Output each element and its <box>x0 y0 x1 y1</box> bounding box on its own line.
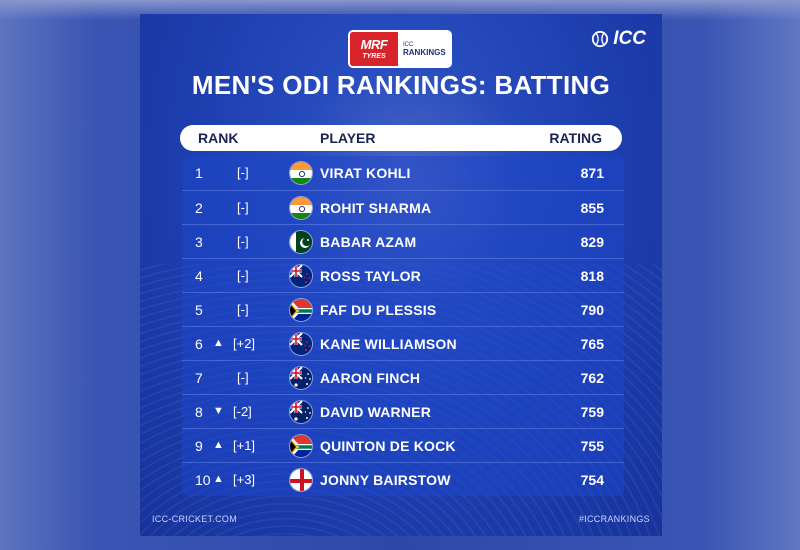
player-rating: 755 <box>580 438 604 454</box>
rank-change: [+2] <box>233 336 256 351</box>
table-row: 10 ▲ [+3] JONNY BAIRSTOW 754 <box>182 462 624 496</box>
south-africa-flag-icon <box>289 298 313 322</box>
rank-number: 2 <box>195 200 203 216</box>
tyres-text: TYRES <box>362 53 386 60</box>
australia-flag-icon <box>289 366 313 390</box>
table-row: 9 ▲ [+1] QUINTON DE KOCK 755 <box>182 428 624 462</box>
rank-number: 4 <box>195 268 203 284</box>
rank-change: [-] <box>237 268 249 283</box>
table-header: RANK PLAYER RATING <box>180 125 622 151</box>
player-rating: 759 <box>580 404 604 420</box>
header-player: PLAYER <box>320 130 376 146</box>
icc-rankings-badge: ICC RANKINGS <box>398 32 450 66</box>
rank-change: [+3] <box>233 472 256 487</box>
india-flag-icon <box>289 161 313 185</box>
rank-down-arrow-icon: ▼ <box>213 405 224 417</box>
rank-change: [-] <box>237 370 249 385</box>
table-row: 8 ▼ [-2] DAVID WARNER 759 <box>182 394 624 428</box>
player-name: KANE WILLIAMSON <box>320 336 457 352</box>
table-row: 3 [-] BABAR AZAM 829 <box>182 224 624 258</box>
rank-number: 10 <box>195 472 211 488</box>
table-row: 2 [-] ROHIT SHARMA 855 <box>182 190 624 224</box>
table-row: 6 ▲ [+2] KANE WILLIAMSON 765 <box>182 326 624 360</box>
player-rating: 855 <box>580 200 604 216</box>
new-zealand-flag-icon <box>289 332 313 356</box>
player-rating: 790 <box>580 302 604 318</box>
footer-website: ICC-CRICKET.COM <box>152 514 237 524</box>
england-flag-icon <box>289 468 313 492</box>
icc-logo-text: ICC <box>613 28 646 49</box>
rank-number: 8 <box>195 404 203 420</box>
table-row: 5 [-] FAF DU PLESSIS 790 <box>182 292 624 326</box>
india-flag-icon <box>289 196 313 220</box>
rank-change: [-2] <box>233 404 252 419</box>
australia-flag-icon <box>289 400 313 424</box>
player-rating: 818 <box>580 268 604 284</box>
rank-change: [-] <box>237 234 249 249</box>
rank-number: 5 <box>195 302 203 318</box>
player-name: QUINTON DE KOCK <box>320 438 456 454</box>
rank-number: 1 <box>195 165 203 181</box>
player-rating: 754 <box>580 472 604 488</box>
player-name: JONNY BAIRSTOW <box>320 472 451 488</box>
mrf-text: MRF <box>360 37 388 52</box>
player-name: FAF DU PLESSIS <box>320 302 437 318</box>
player-name: ROSS TAYLOR <box>320 268 421 284</box>
rank-change: [+1] <box>233 438 256 453</box>
rank-up-arrow-icon: ▲ <box>213 473 224 485</box>
pakistan-flag-icon <box>289 230 313 254</box>
player-name: BABAR AZAM <box>320 234 417 250</box>
south-africa-flag-icon <box>289 434 313 458</box>
rank-number: 6 <box>195 336 203 352</box>
rankings-table: 1 [-] VIRAT KOHLI 871 2 [-] ROHIT SHARMA 855 3 [-… <box>182 156 624 496</box>
cricket-ball-icon <box>592 30 609 48</box>
player-name: AARON FINCH <box>320 370 421 386</box>
rankings-card: MRF TYRES ICC RANKINGS ICC MEN'S ODI RAN… <box>140 14 662 536</box>
mrf-tyres-logo: MRF TYRES <box>350 32 398 66</box>
rank-change: [-] <box>237 200 249 215</box>
player-name: VIRAT KOHLI <box>320 165 411 181</box>
header-rank: RANK <box>198 130 239 146</box>
rank-up-arrow-icon: ▲ <box>213 337 224 349</box>
rank-number: 9 <box>195 438 203 454</box>
rank-number: 3 <box>195 234 203 250</box>
header-rating: RATING <box>549 130 602 146</box>
icc-small-text: ICC <box>403 41 414 48</box>
player-rating: 762 <box>580 370 604 386</box>
table-row: 7 [-] AARON FINCH 762 <box>182 360 624 394</box>
rank-number: 7 <box>195 370 203 386</box>
player-name: DAVID WARNER <box>320 404 432 420</box>
rank-up-arrow-icon: ▲ <box>213 439 224 451</box>
new-zealand-flag-icon <box>289 264 313 288</box>
rank-change: [-] <box>237 165 249 180</box>
player-rating: 765 <box>580 336 604 352</box>
mrf-icc-rankings-logo: MRF TYRES ICC RANKINGS <box>350 32 450 66</box>
player-name: ROHIT SHARMA <box>320 200 432 216</box>
rankings-text: RANKINGS <box>403 47 446 57</box>
table-row: 4 [-] ROSS TAYLOR 818 <box>182 258 624 292</box>
table-row: 1 [-] VIRAT KOHLI 871 <box>182 156 624 190</box>
icc-logo: ICC <box>591 28 646 50</box>
footer-hashtag: #ICCRANKINGS <box>578 514 650 524</box>
rank-change: [-] <box>237 302 249 317</box>
page-title: MEN'S ODI RANKINGS: BATTING <box>191 70 611 100</box>
player-rating: 871 <box>580 165 604 181</box>
player-rating: 829 <box>580 234 604 250</box>
